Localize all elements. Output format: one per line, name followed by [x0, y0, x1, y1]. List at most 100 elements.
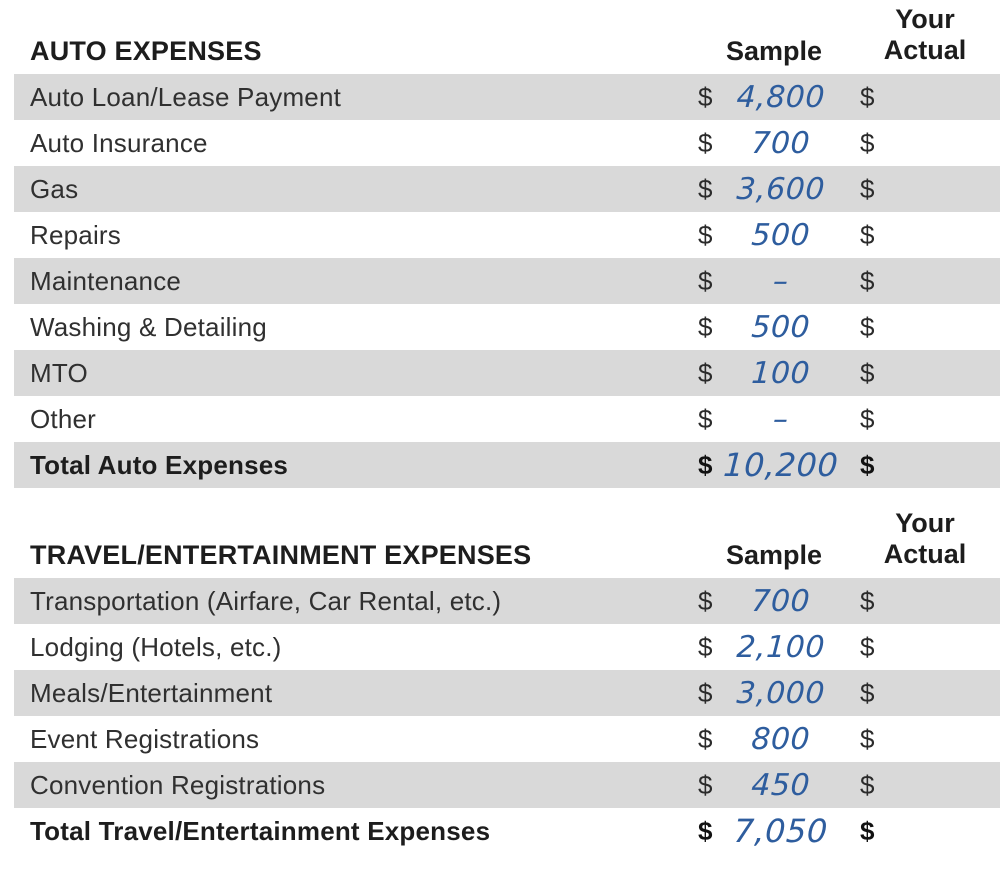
sample-cell: $ 7,050 — [698, 808, 850, 854]
dollar-sign: $ — [860, 631, 875, 662]
sample-value: – — [772, 263, 790, 299]
actual-cell-blank: $ — [850, 120, 1000, 166]
table-row: Maintenance $ – $ — [14, 258, 1000, 304]
sample-value: – — [772, 401, 790, 437]
column-header-your-actual: Your Actual — [850, 4, 1000, 66]
actual-cell-blank: $ — [850, 74, 1000, 120]
actual-cell-blank: $ — [850, 578, 1000, 624]
sample-cell: $ 500 — [698, 304, 850, 350]
sample-value: 500 — [750, 309, 812, 345]
column-header-sample: Sample — [725, 36, 823, 66]
actual-cell-blank: $ — [850, 762, 1000, 808]
table-row: Transportation (Airfare, Car Rental, etc… — [14, 578, 1000, 624]
table-row: Washing & Detailing $ 500 $ — [14, 304, 1000, 350]
dollar-sign: $ — [860, 723, 875, 754]
expense-label: Washing & Detailing — [30, 311, 267, 342]
table-row: Auto Insurance $ 700 $ — [14, 120, 1000, 166]
sample-cell: $ 500 — [698, 212, 850, 258]
sample-cell: $ 3,600 — [698, 166, 850, 212]
table-row: Meals/Entertainment $ 3,000 $ — [14, 670, 1000, 716]
expense-label: Gas — [30, 173, 79, 204]
actual-cell-blank: $ — [850, 350, 1000, 396]
table-row: Event Registrations $ 800 $ — [14, 716, 1000, 762]
actual-cell-blank: $ — [850, 166, 1000, 212]
actual-cell-blank: $ — [850, 716, 1000, 762]
actual-cell-blank: $ — [850, 808, 1000, 854]
dollar-sign: $ — [698, 265, 713, 296]
table-row-total: Total Travel/Entertainment Expenses $ 7,… — [14, 808, 1000, 854]
expense-label: Maintenance — [30, 265, 182, 296]
actual-cell-blank: $ — [850, 258, 1000, 304]
sample-cell: $ 700 — [698, 120, 850, 166]
actual-cell-blank: $ — [850, 396, 1000, 442]
dollar-sign: $ — [698, 677, 713, 708]
dollar-sign: $ — [698, 81, 713, 112]
dollar-sign: $ — [698, 449, 713, 480]
table-row-total: Total Auto Expenses $ 10,200 $ — [14, 442, 1000, 488]
sample-value: 500 — [750, 217, 812, 253]
sample-value: 10,200 — [722, 446, 840, 484]
dollar-sign: $ — [860, 81, 875, 112]
section-travel-entertainment-expenses: TRAVEL/ENTERTAINMENT EXPENSES Sample You… — [14, 508, 1000, 854]
column-header-sample: Sample — [725, 540, 823, 570]
dollar-sign: $ — [698, 311, 713, 342]
sample-value: 100 — [750, 355, 812, 391]
actual-cell-blank: $ — [850, 212, 1000, 258]
expense-label: Transportation (Airfare, Car Rental, etc… — [30, 585, 502, 616]
sample-cell: $ 100 — [698, 350, 850, 396]
table-row: Repairs $ 500 $ — [14, 212, 1000, 258]
column-header-your-actual-line2: Actual — [883, 539, 967, 569]
table-row: Gas $ 3,600 $ — [14, 166, 1000, 212]
sample-cell: $ 450 — [698, 762, 850, 808]
dollar-sign: $ — [698, 127, 713, 158]
actual-cell-blank: $ — [850, 624, 1000, 670]
actual-cell-blank: $ — [850, 442, 1000, 488]
column-header-your-actual-line1: Your — [895, 4, 955, 34]
expense-label: Repairs — [30, 219, 121, 250]
sample-cell: $ 3,000 — [698, 670, 850, 716]
dollar-sign: $ — [698, 769, 713, 800]
expense-label: Event Registrations — [30, 723, 260, 754]
table-row: Auto Loan/Lease Payment $ 4,800 $ — [14, 74, 1000, 120]
expense-label: Total Travel/Entertainment Expenses — [30, 815, 491, 846]
sample-value: 2,100 — [736, 629, 827, 665]
sample-cell: $ – — [698, 396, 850, 442]
dollar-sign: $ — [698, 403, 713, 434]
dollar-sign: $ — [860, 449, 875, 480]
expense-label: Auto Loan/Lease Payment — [30, 81, 342, 112]
sample-value: 7,050 — [733, 812, 830, 850]
column-header-your-actual-line2: Actual — [883, 35, 967, 65]
dollar-sign: $ — [860, 815, 875, 846]
dollar-sign: $ — [860, 173, 875, 204]
sample-value: 800 — [750, 721, 812, 757]
dollar-sign: $ — [860, 311, 875, 342]
dollar-sign: $ — [698, 723, 713, 754]
dollar-sign: $ — [860, 769, 875, 800]
sample-value: 700 — [750, 583, 812, 619]
table-row: Other $ – $ — [14, 396, 1000, 442]
table-row: Lodging (Hotels, etc.) $ 2,100 $ — [14, 624, 1000, 670]
dollar-sign: $ — [860, 403, 875, 434]
dollar-sign: $ — [860, 127, 875, 158]
dollar-sign: $ — [698, 173, 713, 204]
column-header-your-actual-line1: Your — [895, 508, 955, 538]
dollar-sign: $ — [860, 265, 875, 296]
dollar-sign: $ — [698, 357, 713, 388]
section-auto-expenses: AUTO EXPENSES Sample Your Actual Auto Lo… — [14, 4, 1000, 488]
expense-label: Total Auto Expenses — [30, 449, 289, 480]
expense-label: Lodging (Hotels, etc.) — [30, 631, 282, 662]
sample-value: 3,600 — [736, 171, 827, 207]
table-row: Convention Registrations $ 450 $ — [14, 762, 1000, 808]
sample-cell: $ 4,800 — [698, 74, 850, 120]
dollar-sign: $ — [860, 357, 875, 388]
actual-cell-blank: $ — [850, 304, 1000, 350]
section-title: TRAVEL/ENTERTAINMENT EXPENSES — [30, 540, 532, 570]
sample-cell: $ 10,200 — [698, 442, 850, 488]
dollar-sign: $ — [860, 219, 875, 250]
expense-label: Other — [30, 403, 97, 434]
section-header: AUTO EXPENSES Sample Your Actual — [14, 4, 1000, 74]
expense-label: MTO — [30, 357, 88, 388]
sample-cell: $ – — [698, 258, 850, 304]
actual-cell-blank: $ — [850, 670, 1000, 716]
